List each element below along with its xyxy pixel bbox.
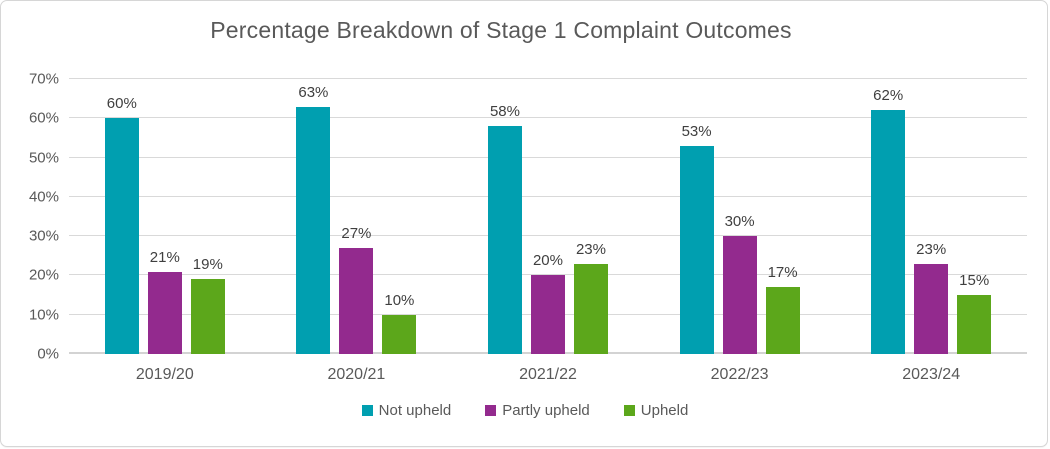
y-axis-tick-label: 50% [28, 149, 59, 167]
bar-slot: 30% [722, 79, 757, 354]
chart-title: Percentage Breakdown of Stage 1 Complain… [210, 17, 792, 43]
bar [147, 271, 182, 354]
bar-value-label: 27% [341, 224, 372, 242]
bar [339, 247, 374, 354]
gridline [69, 274, 1027, 276]
bar [957, 295, 992, 354]
bar-group: 58% 20% 23% 2021/22 [452, 79, 644, 383]
bar-value-label: 21% [149, 248, 180, 266]
gridline [69, 195, 1027, 197]
x-axis-category-label: 2021/22 [519, 366, 577, 383]
x-axis-category-label: 2020/21 [327, 366, 386, 383]
gridline [69, 78, 1027, 79]
bar-groups: 60% 21% 19% 2019/20 63% 27% 10% 2020/21 58% 20% 23… [69, 79, 1027, 383]
bar-slot: 60% [104, 79, 139, 354]
bar-value-label: 20% [532, 252, 563, 270]
legend-swatch-icon [485, 405, 497, 416]
x-axis-category-label: 2022/23 [710, 366, 769, 383]
legend-label: Not upheld [378, 402, 452, 419]
bar-value-label: 63% [298, 83, 329, 101]
gridline [69, 235, 1027, 237]
bar [679, 145, 714, 354]
bar [573, 263, 608, 354]
y-axis-tick-label: 10% [28, 306, 59, 324]
bar-group: 53% 30% 17% 2022/23 [644, 79, 836, 383]
plot-area: 60% 21% 19% 2019/20 63% 27% 10% 2020/21 58% 20% 23… [69, 78, 1027, 383]
bar-value-label: 10% [384, 291, 415, 309]
bar [190, 279, 225, 354]
bar-slot: 27% [339, 79, 374, 354]
y-axis-tick-label: 0% [37, 345, 59, 363]
bar [104, 118, 139, 354]
legend-item: Upheld [623, 402, 689, 419]
y-axis-labels: 0% 10% 20% 30% 40% 50% 60% 70% [1, 71, 59, 363]
bar [382, 314, 417, 354]
bar-group: 60% 21% 19% 2019/20 [69, 79, 261, 383]
bar-slot: 23% [573, 79, 608, 354]
bar-slot: 23% [914, 79, 949, 354]
bar-slot: 19% [190, 79, 225, 354]
bar [871, 110, 906, 354]
y-axis-tick-label: 30% [28, 227, 59, 245]
legend-item: Not upheld [361, 402, 452, 419]
bar-value-label: 58% [489, 103, 520, 121]
bar-value-label: 17% [767, 264, 798, 282]
x-axis-category-label: 2019/20 [135, 366, 194, 383]
legend-swatch-icon [623, 405, 635, 416]
gridline [69, 156, 1027, 158]
bar-value-label: 60% [106, 95, 137, 113]
bar [722, 236, 757, 354]
bar [296, 106, 331, 354]
x-axis-category-label: 2023/24 [902, 366, 961, 383]
gridline [69, 117, 1027, 119]
bar-slot: 21% [147, 79, 182, 354]
y-axis-tick-label: 40% [28, 188, 59, 206]
bar-slot: 15% [957, 79, 992, 354]
y-axis-tick-label: 60% [28, 109, 59, 127]
bar [530, 275, 565, 354]
bar-value-label: 15% [959, 272, 990, 290]
bar-value-label: 53% [681, 122, 712, 140]
bar-slot: 53% [679, 79, 714, 354]
bar-value-label: 23% [575, 240, 606, 258]
bar-slot: 20% [530, 79, 565, 354]
legend-label: Partly upheld [502, 402, 590, 419]
legend-label: Upheld [640, 402, 689, 419]
bar [765, 287, 800, 354]
legend-item: Partly upheld [485, 402, 590, 419]
bar [487, 126, 522, 354]
bar-value-label: 19% [192, 256, 223, 274]
y-axis-tick-label: 20% [28, 266, 59, 284]
bar-value-label: 62% [873, 87, 904, 105]
legend-swatch-icon [361, 405, 373, 416]
bar-group: 62% 23% 15% 2023/24 [835, 79, 1027, 383]
bar-slot: 63% [296, 79, 331, 354]
bar [914, 263, 949, 354]
y-axis-tick-label: 70% [28, 70, 59, 88]
bar-value-label: 23% [916, 240, 947, 258]
bar-slot: 10% [382, 79, 417, 354]
bar-slot: 62% [871, 79, 906, 354]
bar-slot: 58% [487, 79, 522, 354]
bar-group: 63% 27% 10% 2020/21 [261, 79, 453, 383]
bar-value-label: 30% [724, 213, 755, 231]
legend: Not upheld Partly upheld Upheld [1, 402, 1047, 419]
bar-slot: 17% [765, 79, 800, 354]
